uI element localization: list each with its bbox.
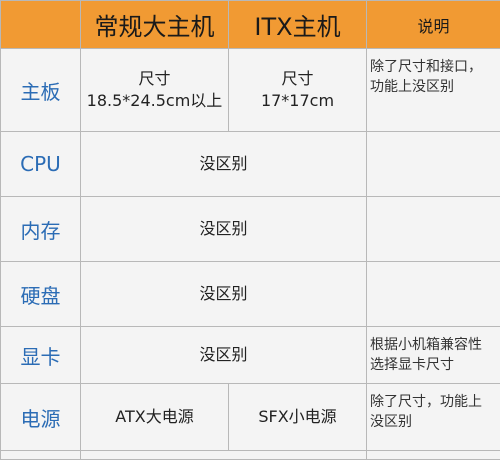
motherboard-main-cell: 尺寸 18.5*24.5cm以上 — [81, 49, 229, 132]
psu-itx-cell: SFX小电源 — [229, 384, 367, 451]
cpu-value-cell: 没区别 — [81, 132, 367, 197]
motherboard-itx-cell: 尺寸 17*17cm — [229, 49, 367, 132]
row-label-gpu: 显卡 — [1, 327, 81, 384]
disk-value-cell: 没区别 — [81, 262, 367, 327]
memory-value-cell: 没区别 — [81, 197, 367, 262]
gpu-note-line1: 根据小机箱兼容性 — [370, 335, 500, 355]
table-row-disk: 硬盘 没区别 — [1, 262, 500, 327]
motherboard-note-cell: 除了尺寸和接口， 功能上没区别 — [367, 49, 500, 132]
motherboard-main-line2: 18.5*24.5cm以上 — [81, 90, 228, 112]
psu-note-line2: 没区别 — [370, 412, 500, 432]
motherboard-itx-line2: 17*17cm — [229, 90, 366, 112]
table-row-partial — [1, 451, 500, 460]
table-row-gpu: 显卡 没区别 根据小机箱兼容性 选择显卡尺寸 — [1, 327, 500, 384]
row-label-psu: 电源 — [1, 384, 81, 451]
header-main-pc: 常规大主机 — [81, 1, 229, 49]
table-row-memory: 内存 没区别 — [1, 197, 500, 262]
header-corner — [1, 1, 81, 49]
gpu-note-cell: 根据小机箱兼容性 选择显卡尺寸 — [367, 327, 500, 384]
row-label-motherboard: 主板 — [1, 49, 81, 132]
header-note: 说明 — [367, 1, 500, 49]
row-label-memory: 内存 — [1, 197, 81, 262]
psu-note-line1: 除了尺寸，功能上 — [370, 392, 500, 412]
psu-main-cell: ATX大电源 — [81, 384, 229, 451]
table-row-cpu: CPU 没区别 — [1, 132, 500, 197]
partial-cell-2 — [81, 451, 367, 460]
partial-cell-1 — [1, 451, 81, 460]
gpu-value-cell: 没区别 — [81, 327, 367, 384]
header-itx-pc: ITX主机 — [229, 1, 367, 49]
memory-note-cell — [367, 197, 500, 262]
motherboard-note-line2: 功能上没区别 — [370, 77, 500, 97]
row-label-disk: 硬盘 — [1, 262, 81, 327]
gpu-note-line2: 选择显卡尺寸 — [370, 355, 500, 375]
table-row-psu: 电源 ATX大电源 SFX小电源 除了尺寸，功能上 没区别 — [1, 384, 500, 451]
table-row-motherboard: 主板 尺寸 18.5*24.5cm以上 尺寸 17*17cm 除了尺寸和接口， … — [1, 49, 500, 132]
cpu-note-cell — [367, 132, 500, 197]
psu-note-cell: 除了尺寸，功能上 没区别 — [367, 384, 500, 451]
partial-cell-3 — [367, 451, 500, 460]
motherboard-main-line1: 尺寸 — [81, 68, 228, 90]
motherboard-itx-line1: 尺寸 — [229, 68, 366, 90]
disk-note-cell — [367, 262, 500, 327]
motherboard-note-line1: 除了尺寸和接口， — [370, 57, 500, 77]
header-row: 常规大主机 ITX主机 说明 — [1, 1, 500, 49]
row-label-cpu: CPU — [1, 132, 81, 197]
